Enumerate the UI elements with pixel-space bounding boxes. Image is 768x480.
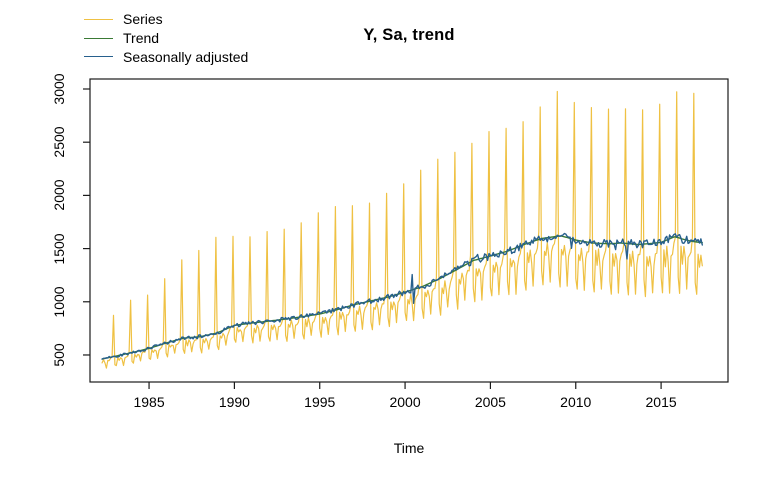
y-tick-label: 1000	[51, 286, 67, 318]
legend-item-seasonally-adjusted: Seasonally adjusted	[84, 48, 248, 67]
x-tick-label: 2015	[645, 394, 677, 410]
series-line	[101, 90, 703, 369]
chart-title: Y, Sa, trend	[363, 26, 455, 44]
seasonally-adjusted-line	[101, 232, 703, 360]
x-tick-label: 1985	[133, 394, 165, 410]
x-axis-title: Time	[393, 440, 425, 456]
legend-label-series: Series	[123, 11, 163, 28]
trend-line-swatch	[84, 37, 113, 39]
legend-label-seasonally-adjusted: Seasonally adjusted	[123, 48, 249, 65]
x-tick-label: 2010	[560, 394, 592, 410]
y-tick-label: 2000	[51, 179, 67, 211]
legend-label-trend: Trend	[123, 30, 160, 47]
x-tick-label: 1995	[304, 394, 336, 410]
y-tick-label: 1500	[51, 233, 67, 265]
y-tick-label: 3000	[51, 73, 67, 105]
legend-item-series: Series	[84, 10, 248, 29]
x-tick-label: 2000	[389, 394, 421, 410]
plot-box	[89, 78, 729, 383]
legend-item-trend: Trend	[84, 29, 248, 48]
x-tick-label: 2005	[474, 394, 506, 410]
y-tick-label: 2500	[51, 126, 67, 158]
y-tick-label: 500	[51, 343, 67, 367]
x-tick-label: 1990	[218, 394, 250, 410]
series-line-swatch	[84, 18, 113, 20]
legend: Series Trend Seasonally adjusted	[84, 10, 248, 66]
seasonally-adjusted-line-swatch	[84, 56, 113, 58]
